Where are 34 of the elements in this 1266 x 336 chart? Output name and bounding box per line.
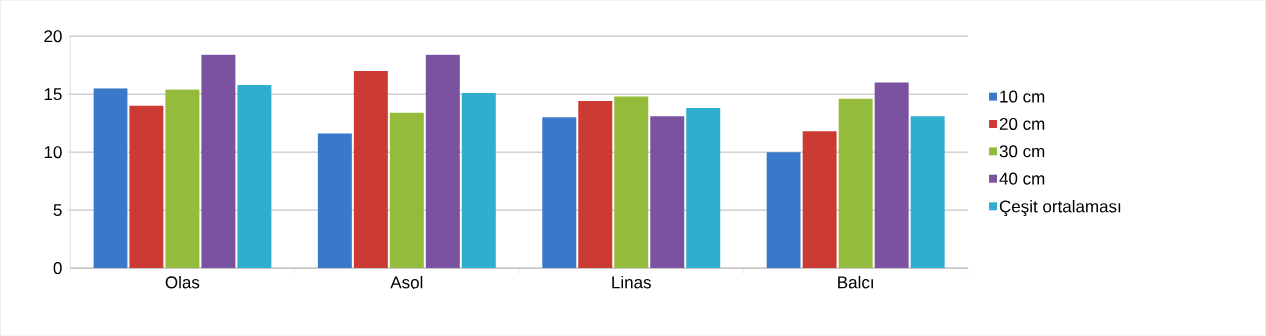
bar (317, 133, 352, 268)
bar (93, 88, 128, 268)
legend-label: 20 cm (999, 117, 1045, 130)
y-tick-label: 0 (53, 261, 62, 274)
bar (766, 152, 801, 268)
bar (353, 70, 388, 268)
y-tick-label: 20 (44, 30, 62, 43)
bar (201, 54, 236, 268)
bar (910, 116, 945, 268)
x-tick-label: Olas (165, 275, 200, 289)
y-tick-label: 10 (44, 145, 62, 159)
x-tick-label: Balcı (838, 275, 873, 289)
y-tick-label: 5 (53, 204, 62, 216)
legend-label: 10 cm (1000, 90, 1045, 103)
legend-label: 40 cm (999, 172, 1045, 185)
bar (461, 92, 496, 268)
x-tick-label: Asol (390, 275, 423, 289)
bar (614, 96, 649, 268)
bar (802, 131, 837, 268)
bar (838, 98, 873, 268)
bar (578, 100, 613, 268)
bar (389, 112, 424, 268)
bar (237, 84, 272, 268)
bar (129, 105, 164, 268)
bar (650, 116, 685, 268)
bar (542, 117, 577, 268)
y-tick-label: 15 (44, 88, 62, 100)
legend-label: 30 cm (999, 145, 1045, 158)
x-tick-label: Linas (612, 275, 651, 289)
legend-label: Çeşit ortalaması (999, 199, 1121, 216)
bar (686, 107, 721, 268)
bar (425, 54, 460, 268)
bar (874, 82, 909, 268)
bar (165, 89, 200, 268)
